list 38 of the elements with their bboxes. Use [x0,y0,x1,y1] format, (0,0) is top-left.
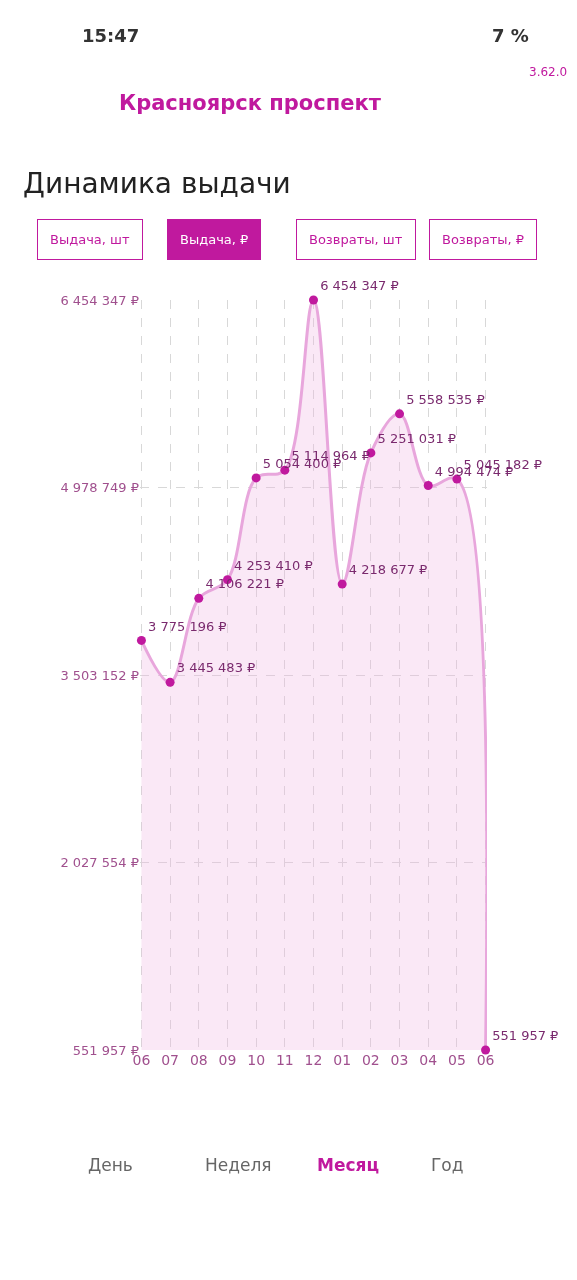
data-label: 551 957 ₽ [492,1028,559,1044]
data-label: 5 251 031 ₽ [377,431,457,447]
text: День [88,1155,133,1175]
x-tick-label: 08 [189,1052,208,1068]
x-tick-label: 07 [161,1052,180,1068]
x-tick-label: 03 [390,1052,409,1068]
text: Выдача, шт [50,232,130,247]
text: Месяц [317,1155,380,1175]
data-label: 5 558 535 ₽ [406,391,485,407]
text: 3.62.0 [529,65,568,79]
y-tick-label: 2 027 554 ₽ [60,855,139,871]
text: Неделя [205,1155,272,1175]
data-label: 4 218 677 ₽ [348,562,428,578]
x-tick-label: 05 [447,1052,466,1068]
x-tick-label: 09 [218,1052,237,1068]
x-tick-label: 12 [304,1052,323,1068]
x-tick-label: 11 [275,1052,294,1068]
data-label: 4 106 221 ₽ [205,576,284,592]
x-tick-label: 01 [333,1052,352,1068]
y-tick-label: 3 503 152 ₽ [60,667,139,683]
text: Год [431,1155,464,1175]
text: 15:47 [82,25,140,46]
text: 7 % [492,25,529,46]
text: Возвраты, шт [309,232,403,247]
y-tick-label: 6 454 347 ₽ [60,292,139,308]
data-label: 3 445 483 ₽ [176,660,256,676]
data-label: 6 454 347 ₽ [320,278,399,294]
x-tick-label: 04 [419,1052,438,1068]
x-tick-label: 02 [361,1052,380,1068]
data-label: 3 775 196 ₽ [148,618,227,634]
x-tick-label: 10 [247,1052,266,1068]
y-tick-label: 4 978 749 ₽ [60,480,139,496]
chart-title: Динамика выдачи [23,166,291,200]
text: Возвраты, ₽ [442,232,525,247]
x-tick-label: 06 [476,1052,495,1068]
data-label: 4 253 410 ₽ [234,557,313,573]
text: Выдача, ₽ [180,232,249,247]
text: Красноярск проспект [119,91,382,115]
